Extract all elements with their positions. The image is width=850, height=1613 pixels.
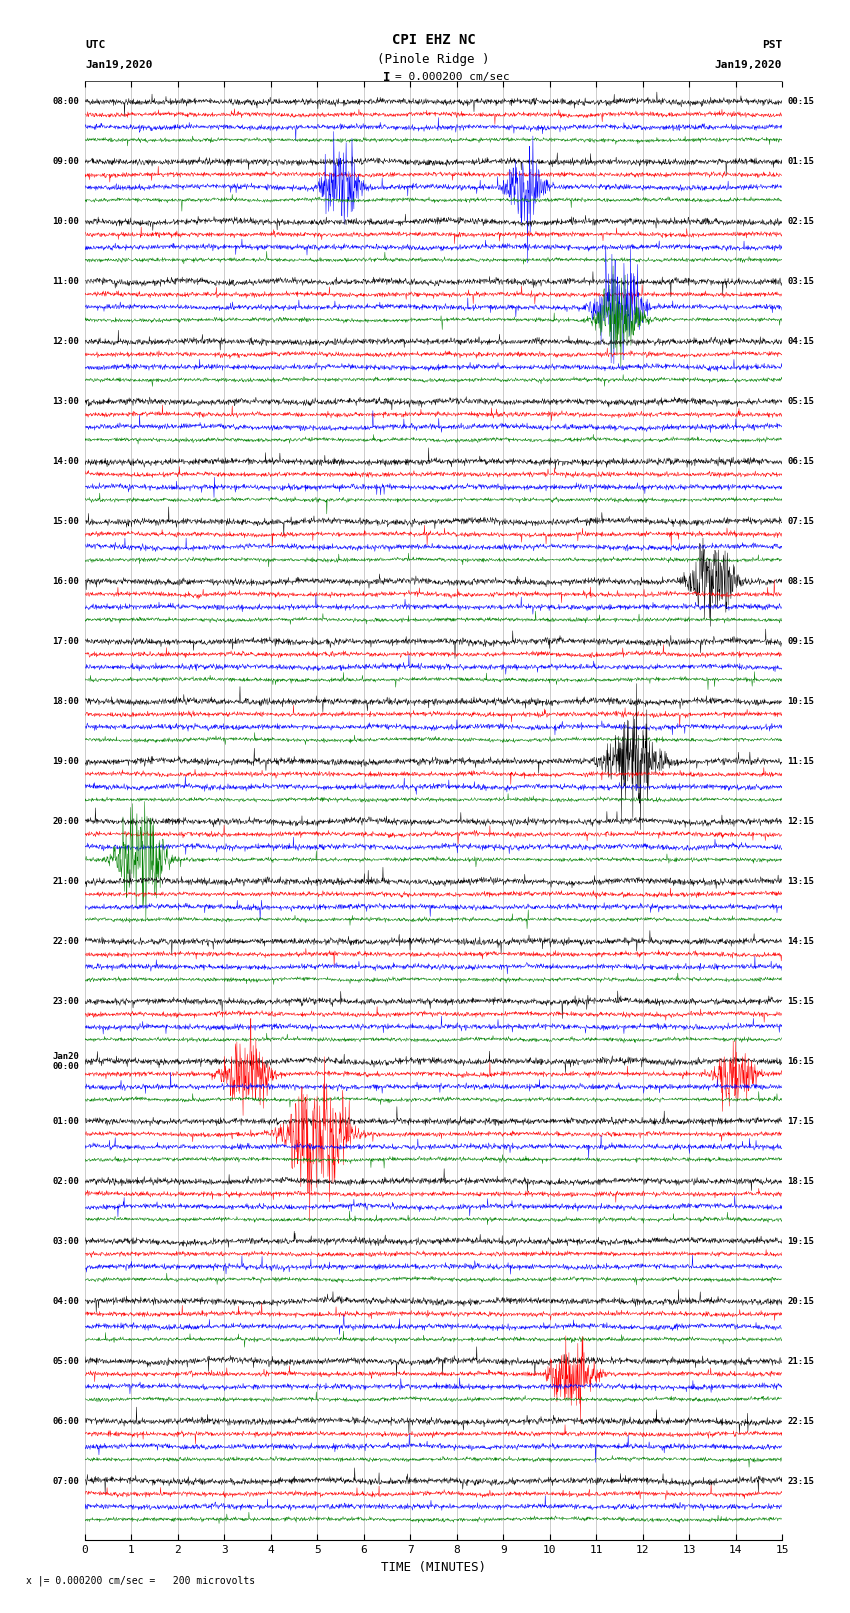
Text: 04:00: 04:00	[53, 1297, 79, 1307]
Text: 14:15: 14:15	[788, 937, 814, 945]
Text: 16:00: 16:00	[53, 577, 79, 586]
Text: 11:15: 11:15	[788, 756, 814, 766]
Text: 09:15: 09:15	[788, 637, 814, 647]
Text: (Pinole Ridge ): (Pinole Ridge )	[377, 53, 490, 66]
Text: 13:15: 13:15	[788, 877, 814, 886]
Text: 05:15: 05:15	[788, 397, 814, 406]
Text: 15:15: 15:15	[788, 997, 814, 1007]
Text: PST: PST	[762, 40, 782, 50]
Text: Jan19,2020: Jan19,2020	[715, 60, 782, 69]
Text: 13:00: 13:00	[53, 397, 79, 406]
Text: = 0.000200 cm/sec: = 0.000200 cm/sec	[395, 73, 510, 82]
Text: I: I	[383, 71, 390, 84]
Text: 03:15: 03:15	[788, 277, 814, 286]
Text: 23:15: 23:15	[788, 1476, 814, 1486]
Text: 07:00: 07:00	[53, 1476, 79, 1486]
Text: 07:15: 07:15	[788, 518, 814, 526]
Text: 17:15: 17:15	[788, 1116, 814, 1126]
Text: 06:15: 06:15	[788, 456, 814, 466]
Text: 17:00: 17:00	[53, 637, 79, 647]
Text: Jan20
00:00: Jan20 00:00	[53, 1052, 79, 1071]
Text: Jan19,2020: Jan19,2020	[85, 60, 152, 69]
Text: 02:00: 02:00	[53, 1177, 79, 1186]
Text: 20:15: 20:15	[788, 1297, 814, 1307]
Text: 02:15: 02:15	[788, 218, 814, 226]
Text: 23:00: 23:00	[53, 997, 79, 1007]
Text: 10:00: 10:00	[53, 218, 79, 226]
Text: 18:00: 18:00	[53, 697, 79, 706]
Text: 01:00: 01:00	[53, 1116, 79, 1126]
Text: UTC: UTC	[85, 40, 105, 50]
Text: 08:15: 08:15	[788, 577, 814, 586]
Text: 12:00: 12:00	[53, 337, 79, 347]
Text: 22:00: 22:00	[53, 937, 79, 945]
Text: 06:00: 06:00	[53, 1416, 79, 1426]
Text: 20:00: 20:00	[53, 816, 79, 826]
Text: 00:15: 00:15	[788, 97, 814, 106]
Text: 15:00: 15:00	[53, 518, 79, 526]
Text: 16:15: 16:15	[788, 1057, 814, 1066]
Text: 10:15: 10:15	[788, 697, 814, 706]
Text: 21:00: 21:00	[53, 877, 79, 886]
Text: 11:00: 11:00	[53, 277, 79, 286]
Text: 01:15: 01:15	[788, 158, 814, 166]
Text: 21:15: 21:15	[788, 1357, 814, 1366]
Text: 19:15: 19:15	[788, 1237, 814, 1245]
Text: 22:15: 22:15	[788, 1416, 814, 1426]
Text: 08:00: 08:00	[53, 97, 79, 106]
Text: 09:00: 09:00	[53, 158, 79, 166]
Text: 05:00: 05:00	[53, 1357, 79, 1366]
Text: x |= 0.000200 cm/sec =   200 microvolts: x |= 0.000200 cm/sec = 200 microvolts	[26, 1576, 255, 1586]
Text: CPI EHZ NC: CPI EHZ NC	[392, 34, 475, 47]
Text: 14:00: 14:00	[53, 456, 79, 466]
Text: 18:15: 18:15	[788, 1177, 814, 1186]
Text: 19:00: 19:00	[53, 756, 79, 766]
Text: 12:15: 12:15	[788, 816, 814, 826]
Text: 04:15: 04:15	[788, 337, 814, 347]
X-axis label: TIME (MINUTES): TIME (MINUTES)	[381, 1561, 486, 1574]
Text: 03:00: 03:00	[53, 1237, 79, 1245]
